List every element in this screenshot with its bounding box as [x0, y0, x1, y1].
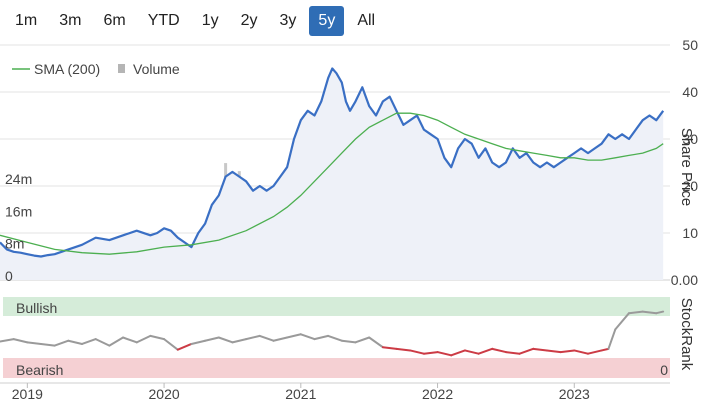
bullish-zone — [3, 297, 670, 316]
stockrank-segment — [477, 347, 494, 355]
stockrank-tick-label: 0 — [660, 362, 668, 378]
stockrank-segment — [586, 349, 603, 355]
stockrank-segment — [217, 336, 234, 344]
sma-legend-label: SMA (200) — [34, 61, 100, 77]
stockrank-segment — [354, 336, 371, 344]
stockrank-segment — [26, 341, 43, 345]
price-tick-label: 10 — [682, 225, 698, 241]
share-price-axis-title: Share Price — [678, 128, 695, 206]
range-button-6m[interactable]: 6m — [103, 12, 126, 29]
stockrank-segment — [545, 349, 562, 354]
stockrank-segment — [94, 338, 111, 347]
sma-line — [0, 112, 664, 255]
range-button-ytd[interactable]: YTD — [147, 12, 180, 29]
stockrank-segment — [204, 336, 220, 342]
stockrank-segment — [422, 351, 439, 355]
stockrank-segment — [81, 338, 97, 345]
stockrank-segment — [368, 336, 384, 349]
stockrank-segment — [53, 339, 70, 347]
stockrank-segment — [313, 334, 330, 341]
price-tick-label: 0.00 — [671, 272, 698, 288]
stockrank-segment — [573, 349, 589, 355]
stockrank-segment — [655, 310, 665, 315]
x-axis: 2019 2020 2021 2022 2023 — [0, 382, 670, 401]
range-button-3y[interactable]: 3y — [279, 12, 297, 29]
stockrank-segment — [108, 336, 125, 347]
stockrank-segment — [436, 351, 453, 357]
legend: SMA (200) Volume — [12, 61, 180, 77]
x-tick-label: 2021 — [285, 386, 316, 401]
volume-tick-label: 0 — [5, 268, 13, 284]
stockrank-segment — [272, 336, 289, 342]
stockrank-segment — [627, 310, 644, 315]
stockrank-segment — [67, 339, 84, 345]
stockrank-segment — [614, 312, 630, 331]
price-tick-label: 30 — [682, 131, 698, 147]
stockrank-segment — [299, 333, 316, 341]
stockrank-segment — [231, 338, 248, 344]
stockrank-segment — [122, 336, 138, 344]
volume-legend-swatch — [118, 64, 125, 73]
range-button-1m[interactable]: 1m — [15, 12, 38, 29]
stockrank-axis-title: StockRank — [678, 298, 695, 371]
stockrank-segment — [0, 338, 15, 343]
x-tick-label: 2023 — [559, 386, 590, 401]
volume-tick-label: 8m — [5, 236, 24, 252]
stockrank-segment — [600, 347, 610, 352]
stockrank-segment — [245, 334, 261, 341]
stockrank-segment — [491, 347, 507, 354]
stockrank-segment — [559, 349, 576, 354]
stockrank-segment — [163, 338, 179, 351]
stockrank-segment — [40, 342, 56, 347]
price-area — [0, 68, 664, 280]
stockrank-segment — [518, 347, 535, 355]
stockrank-segment — [327, 334, 343, 342]
stockrank-segment — [641, 310, 658, 315]
price-tick-label: 20 — [682, 178, 698, 194]
price-tick-label: 40 — [682, 84, 698, 100]
stockrank-segment — [532, 347, 548, 352]
range-button-1y[interactable]: 1y — [201, 12, 219, 29]
stockrank-segment — [340, 339, 357, 344]
volume-tick-label: 16m — [5, 203, 32, 219]
price-tick-label: 50 — [682, 37, 698, 53]
stockrank-segment — [409, 349, 425, 355]
stockrank-segment — [463, 349, 480, 355]
bearish-zone — [3, 358, 670, 378]
stockrank-segment — [286, 333, 302, 339]
range-button-3m[interactable]: 3m — [59, 12, 82, 29]
price-panel: 50 40 30 20 10 0.00 24m 16m 8m 0 Share Price — [0, 37, 698, 288]
range-selector: 1m 3m 6m YTD 1y 2y 3y 5y All — [6, 6, 384, 38]
stockrank-segment — [12, 338, 29, 344]
stockrank-segment — [190, 339, 207, 345]
stockrank-segment — [149, 334, 166, 341]
stockrank-segment — [381, 346, 398, 350]
x-tick-label: 2022 — [422, 386, 453, 401]
stockrank-segment — [135, 334, 152, 344]
price-line — [0, 67, 665, 258]
stockrank-segment — [258, 334, 275, 342]
stockrank-segment — [607, 328, 617, 350]
volume-legend-label: Volume — [133, 61, 180, 77]
x-tick-label: 2019 — [12, 386, 43, 401]
range-button-2y[interactable]: 2y — [240, 12, 258, 29]
range-button-all[interactable]: All — [357, 12, 376, 29]
stockrank-segment — [176, 342, 193, 351]
bearish-label: Bearish — [16, 362, 63, 378]
stockrank-segment — [504, 351, 521, 355]
range-button-5y[interactable]: 5y — [309, 6, 345, 36]
x-tick-label: 2020 — [149, 386, 180, 401]
stockrank-segment — [450, 349, 466, 357]
stockrank-segment — [395, 347, 412, 352]
bullish-label: Bullish — [16, 300, 57, 316]
stockrank-panel: Bullish Bearish 0 StockRank — [0, 297, 695, 378]
volume-tick-label: 24m — [5, 171, 32, 187]
